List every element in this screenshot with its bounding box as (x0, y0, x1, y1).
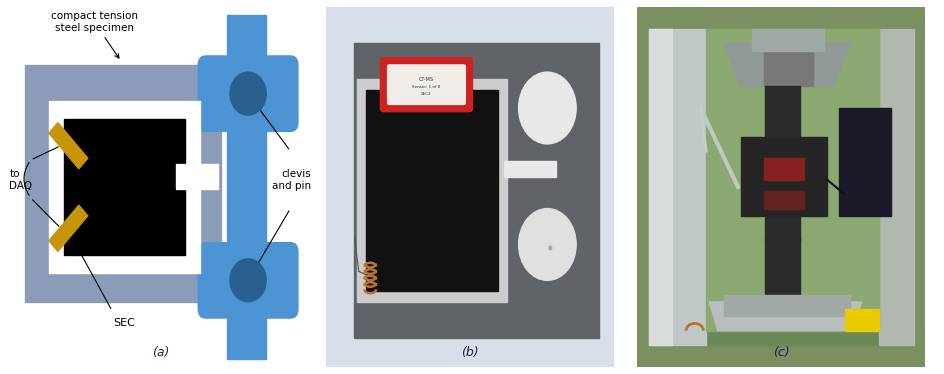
Bar (766, 86, 800, 241)
Text: SEC2: SEC2 (421, 92, 431, 96)
FancyBboxPatch shape (380, 58, 473, 111)
Text: compact tension
steel specimen: compact tension steel specimen (51, 11, 138, 58)
Bar (764, 43, 813, 86)
Bar (49, 101, 200, 273)
Text: SEC: SEC (113, 318, 135, 328)
Text: (a): (a) (152, 346, 169, 359)
Text: (c): (c) (773, 346, 789, 359)
Bar (649, 29, 672, 345)
Bar (504, 161, 556, 177)
Text: to
DAQ: to DAQ (9, 169, 32, 191)
Bar (741, 137, 827, 216)
Circle shape (518, 72, 576, 144)
Text: (b): (b) (461, 346, 479, 359)
FancyBboxPatch shape (198, 243, 298, 318)
Bar (879, 29, 914, 345)
FancyBboxPatch shape (388, 65, 465, 104)
Bar (839, 108, 890, 216)
Bar (766, 237, 800, 302)
Bar (358, 79, 507, 302)
Bar (649, 29, 706, 345)
Polygon shape (724, 43, 851, 86)
Polygon shape (709, 302, 862, 331)
Bar (706, 29, 879, 331)
Circle shape (518, 209, 576, 280)
Polygon shape (49, 205, 88, 251)
Bar (366, 90, 498, 291)
Polygon shape (49, 123, 88, 169)
Bar (724, 295, 851, 316)
Bar (845, 309, 879, 331)
Text: CT-MS: CT-MS (419, 77, 434, 82)
Bar (176, 164, 218, 189)
Text: clevis
and pin: clevis and pin (273, 169, 312, 191)
Bar (354, 43, 599, 338)
Text: Sensor: 1 of 8: Sensor: 1 of 8 (413, 85, 441, 89)
Bar (649, 29, 914, 345)
Circle shape (548, 246, 551, 250)
Bar (25, 65, 221, 302)
Circle shape (230, 72, 266, 115)
Bar (227, 15, 266, 359)
Circle shape (230, 259, 266, 302)
Bar (764, 191, 804, 209)
Bar (764, 158, 804, 180)
Bar (752, 29, 824, 50)
Bar (64, 119, 185, 255)
FancyBboxPatch shape (198, 56, 298, 131)
